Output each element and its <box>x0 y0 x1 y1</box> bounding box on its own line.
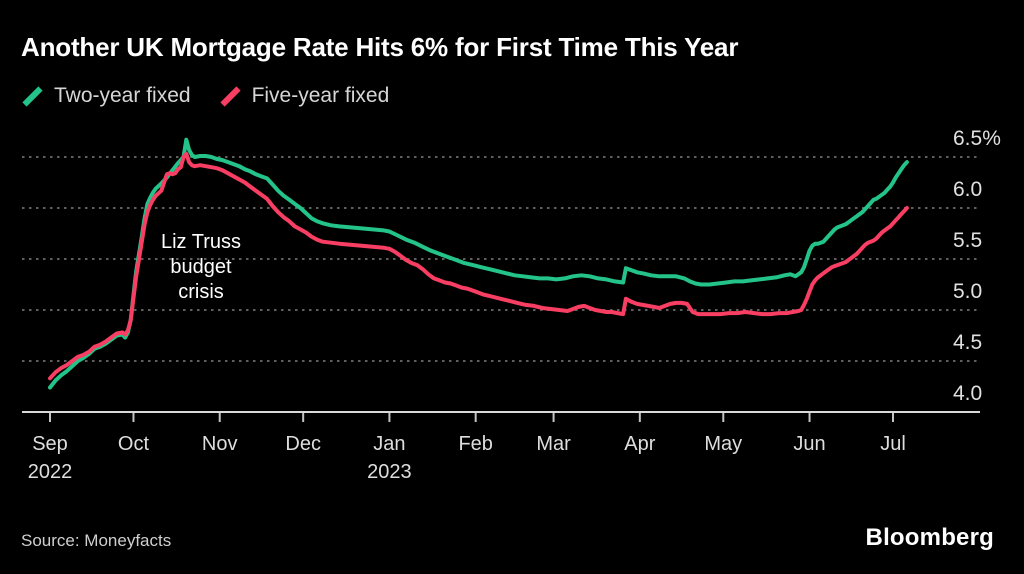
legend-label: Two-year fixed <box>54 84 191 107</box>
annotation-liz-truss-budget-crisis: Liz Truss budget crisis <box>160 231 242 303</box>
x-axis-year-label: 2022 <box>28 461 73 483</box>
x-axis-label: Jun <box>793 433 825 455</box>
x-axis-label: Nov <box>202 433 238 455</box>
y-axis-label: 4.5 <box>953 331 982 354</box>
x-axis-label: Dec <box>285 433 321 455</box>
x-axis-label: Jan <box>373 433 405 455</box>
y-axis-label: 6.5% <box>953 127 1001 150</box>
x-axis-year-label: 2023 <box>367 461 412 483</box>
chart-title: Another UK Mortgage Rate Hits 6% for Fir… <box>21 32 739 62</box>
x-axis-label: Oct <box>118 433 150 455</box>
x-axis-label: Feb <box>458 433 492 455</box>
x-axis-label: Apr <box>624 433 655 455</box>
legend-item-five-year-fixed: Five-year fixed <box>219 84 390 108</box>
legend-slash-icon <box>219 85 241 107</box>
y-axis-label: 5.0 <box>953 280 982 303</box>
y-axis-label: 5.5 <box>953 229 982 252</box>
x-axis-label: Jul <box>880 433 906 455</box>
series-line-two-year-fixed <box>48 137 909 390</box>
legend-slash-icon <box>22 85 43 107</box>
y-axis-label: 4.0 <box>953 382 982 405</box>
source-note: Source: Moneyfacts <box>21 531 172 550</box>
y-axis-label: 6.0 <box>953 178 982 201</box>
bloomberg-logo: Bloomberg <box>865 524 994 551</box>
legend-item-two-year-fixed: Two-year fixed <box>21 84 191 108</box>
legend-label: Five-year fixed <box>251 84 390 107</box>
x-axis-label: Sep <box>32 433 68 455</box>
x-axis-label: Mar <box>536 433 571 455</box>
legend: Two-year fixed Five-year fixed <box>21 84 389 108</box>
x-axis-label: May <box>704 433 742 455</box>
series-line-five-year-fixed <box>48 151 909 381</box>
